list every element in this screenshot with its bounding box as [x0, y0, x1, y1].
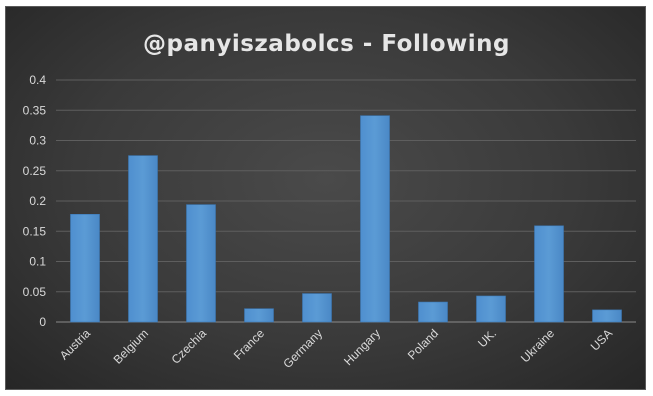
- x-tick-label: Czechia: [169, 326, 210, 367]
- y-tick-label: 0.25: [23, 164, 47, 178]
- plot-area: 0 0.05 0.1 0.15 0.2 0.25 0.3 0.35 0.4 Austria Belg…: [23, 73, 636, 371]
- bar-ukraine: [534, 225, 564, 323]
- bar-france: [244, 308, 274, 323]
- y-tick-label: 0.35: [23, 103, 47, 117]
- y-tick-label: 0.2: [29, 194, 46, 208]
- x-tick-label: Poland: [405, 326, 441, 362]
- chart-title: @panyiszabolcs - Following: [143, 31, 510, 57]
- y-tick-label: 0.05: [23, 285, 47, 299]
- bar-uk: [476, 295, 506, 323]
- y-tick-label: 0.4: [29, 73, 46, 87]
- x-tick-label: France: [231, 326, 268, 363]
- y-tick-label: 0.3: [29, 134, 46, 148]
- x-tick-label: USA: [588, 326, 615, 353]
- x-tick-label: UK.: [475, 326, 499, 350]
- bar-hungary: [360, 115, 390, 323]
- bar-belgium: [128, 155, 158, 323]
- bar-germany: [302, 293, 332, 323]
- y-tick-label: 0.1: [29, 255, 46, 269]
- x-tick-label: Belgium: [111, 326, 152, 367]
- chart-area: @panyiszabolcs - Following 0 0.05 0.1 0.15 0…: [5, 6, 646, 390]
- x-tick-label: Ukraine: [518, 326, 557, 365]
- bar-austria: [70, 214, 100, 323]
- x-tick-label: Austria: [57, 326, 94, 363]
- y-tick-label: 0: [39, 315, 46, 329]
- x-tick-label: Hungary: [341, 326, 383, 368]
- bar-poland: [418, 301, 448, 323]
- bar-usa: [592, 309, 622, 323]
- y-tick-label: 0.15: [23, 224, 47, 238]
- bar-czechia: [186, 204, 216, 323]
- x-tick-label: Germany: [280, 326, 325, 371]
